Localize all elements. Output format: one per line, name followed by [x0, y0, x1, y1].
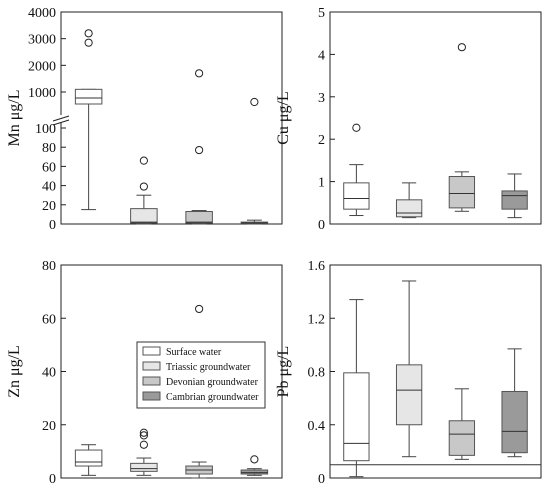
- outlier-point: [139, 156, 148, 165]
- outlier-point: [139, 428, 148, 437]
- chart-panel: 0 20 40 60 80 Zn μg/L: [6, 259, 283, 487]
- box: [130, 208, 158, 224]
- box: [74, 88, 103, 105]
- box-plot: [448, 43, 476, 212]
- y-tick-label: 1: [318, 176, 325, 191]
- axis-break-mark: [52, 119, 70, 126]
- box: [240, 469, 269, 475]
- outlier-point: [352, 123, 361, 132]
- y-tick-label: 60: [42, 160, 56, 175]
- y-tick-label: 0: [318, 218, 325, 233]
- outlier-point: [195, 145, 204, 155]
- axis-break-mark: [52, 115, 70, 122]
- legend-swatch: [142, 391, 161, 401]
- box-plot: [240, 455, 269, 476]
- legend-swatch: [142, 361, 161, 371]
- y-tick-label: 5: [318, 6, 325, 21]
- legend-swatch: [142, 346, 161, 356]
- chart-panel: 0 0.4 0.8 1.2 1.6 Pb μg/L: [275, 259, 542, 487]
- box-plot: [343, 123, 370, 217]
- y-tick-label: 40: [42, 180, 56, 195]
- y-axis-label: Zn μg/L: [6, 345, 23, 398]
- box-plot: [130, 156, 158, 225]
- box-plot: [501, 173, 528, 219]
- y-tick-label: 2000: [28, 59, 56, 74]
- y-tick-label: 20: [42, 419, 56, 434]
- y-tick-label: 100: [35, 122, 56, 137]
- y-tick-label: 60: [42, 312, 56, 327]
- box-plot: [74, 29, 103, 211]
- outlier-point: [139, 182, 148, 191]
- box: [395, 199, 423, 218]
- box: [185, 211, 213, 224]
- y-tick-label: 3: [318, 91, 325, 106]
- legend-label: Cambrian groundwater: [166, 392, 259, 403]
- legend-label: Triassic groundwater: [166, 362, 251, 373]
- box-plot: [343, 299, 370, 478]
- y-tick-label: 2: [318, 133, 325, 148]
- box: [343, 182, 370, 210]
- legend-label: Surface water: [166, 347, 222, 358]
- plot-frame: [60, 11, 283, 225]
- box: [74, 449, 103, 467]
- chart-panel: 0 1 2 3 4 5 Cu μg/L: [275, 6, 542, 233]
- box: [501, 390, 528, 454]
- outlier-point: [84, 38, 93, 47]
- box-plot: [185, 69, 213, 225]
- y-tick-label: 3000: [28, 33, 56, 48]
- y-tick-label: 4: [318, 48, 325, 63]
- box-plot: [395, 182, 423, 219]
- y-tick-label: 4000: [28, 6, 56, 21]
- y-tick-label: 20: [42, 199, 56, 214]
- box-plot: [501, 348, 528, 458]
- y-tick-label: 0: [318, 472, 325, 487]
- box: [130, 462, 158, 472]
- y-axis-label: Cu μg/L: [275, 91, 292, 144]
- box-plot: [130, 428, 158, 476]
- y-tick-label: 80: [42, 141, 56, 156]
- outlier-point: [250, 455, 259, 464]
- chart-panel: 0 20 40 60 80 100 1000 2000 3000 4000 Mn μg/L: [6, 6, 283, 233]
- box-plot: [74, 444, 103, 476]
- y-tick-label: 1.6: [308, 259, 326, 274]
- box-plot: [240, 97, 269, 225]
- legend-label: Devonian groundwater: [166, 377, 259, 388]
- y-tick-label: 0.8: [308, 366, 326, 381]
- outlier-point: [139, 431, 148, 440]
- box: [395, 364, 423, 426]
- y-tick-label: 0.4: [308, 419, 326, 434]
- box: [501, 190, 528, 210]
- legend: Surface water Triassic groundwater Devonia…: [136, 341, 266, 409]
- outlier-point: [139, 440, 148, 449]
- y-axis-label: Mn μg/L: [6, 89, 23, 146]
- box-plot: [448, 388, 476, 460]
- box-plot: [395, 280, 423, 458]
- y-tick-label: 0: [49, 472, 56, 487]
- y-tick-label: 0: [49, 218, 56, 233]
- y-axis-label: Pb μg/L: [275, 346, 292, 398]
- outlier-point: [250, 97, 259, 107]
- outlier-point: [195, 304, 204, 314]
- box: [448, 420, 476, 456]
- outlier-point: [195, 69, 204, 78]
- y-tick-label: 1.2: [308, 312, 326, 327]
- outlier-point: [457, 43, 466, 52]
- plot-frame: [329, 11, 542, 225]
- y-tick-label: 80: [42, 259, 56, 274]
- y-tick-label: 40: [42, 366, 56, 381]
- box: [343, 372, 370, 462]
- box-plot: [185, 304, 213, 479]
- legend-swatch: [142, 376, 161, 386]
- box: [448, 176, 476, 209]
- outlier-point: [84, 29, 93, 38]
- y-tick-label: 1000: [28, 86, 56, 101]
